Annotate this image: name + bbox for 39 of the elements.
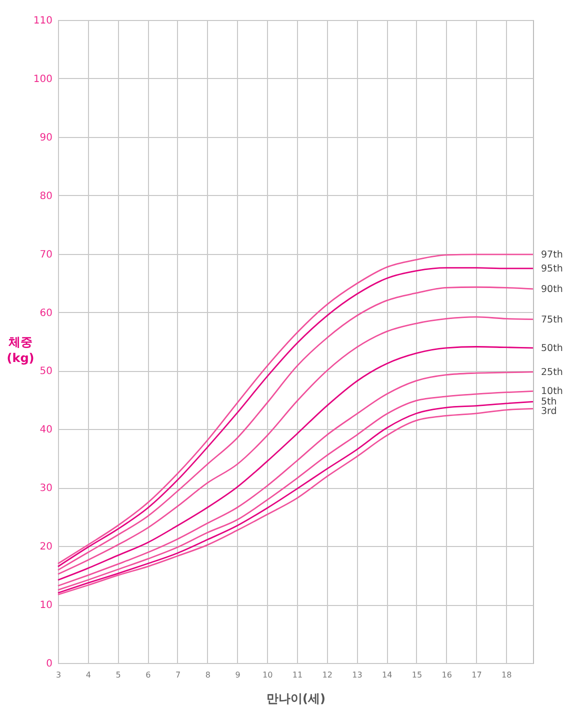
y-tick-label: 10 bbox=[40, 600, 52, 612]
series-label: 25th bbox=[541, 366, 563, 378]
x-tick-label: 14 bbox=[382, 670, 392, 680]
x-tick-label: 4 bbox=[86, 670, 91, 680]
x-tick-label: 9 bbox=[235, 670, 240, 680]
series-label: 95th bbox=[541, 263, 563, 274]
x-tick-label: 11 bbox=[292, 670, 303, 680]
series-label: 10th bbox=[541, 386, 563, 398]
series-label: 97th bbox=[541, 249, 563, 260]
y-tick-label: 70 bbox=[40, 249, 52, 260]
x-tick-label: 17 bbox=[472, 670, 482, 680]
x-tick-label: 7 bbox=[175, 670, 181, 680]
x-tick-label: 6 bbox=[146, 670, 151, 680]
y-tick-label: 60 bbox=[40, 308, 52, 319]
x-tick-label: 16 bbox=[442, 670, 452, 680]
x-axis-title: 만나이(세) bbox=[266, 692, 326, 706]
x-tick-label: 12 bbox=[322, 670, 332, 680]
y-tick-label: 90 bbox=[40, 132, 52, 144]
y-tick-label: 110 bbox=[33, 16, 52, 26]
y-tick-label: 50 bbox=[40, 366, 52, 378]
series-label: 50th bbox=[541, 342, 563, 354]
y-tick-label: 80 bbox=[40, 190, 52, 202]
x-tick-label: 8 bbox=[205, 670, 210, 680]
y-tick-label: 0 bbox=[46, 658, 52, 670]
y-tick-label: 30 bbox=[40, 483, 52, 494]
y-tick-label: 40 bbox=[40, 424, 52, 436]
x-tick-label: 18 bbox=[502, 670, 512, 680]
series-label: 90th bbox=[541, 284, 563, 295]
x-tick-label: 10 bbox=[262, 670, 273, 680]
x-tick-label: 3 bbox=[56, 670, 62, 680]
x-tick-label: 5 bbox=[116, 670, 121, 680]
series-label: 3rd bbox=[541, 406, 557, 418]
x-tick-label: 15 bbox=[412, 670, 422, 680]
series-label: 5th bbox=[541, 396, 557, 408]
y-tick-label: 20 bbox=[40, 542, 52, 553]
y-axis-title: 체중 (kg) bbox=[6, 335, 34, 365]
x-tick-label: 13 bbox=[352, 670, 362, 680]
series-label: 75th bbox=[541, 314, 563, 326]
y-tick-label: 100 bbox=[33, 74, 52, 85]
